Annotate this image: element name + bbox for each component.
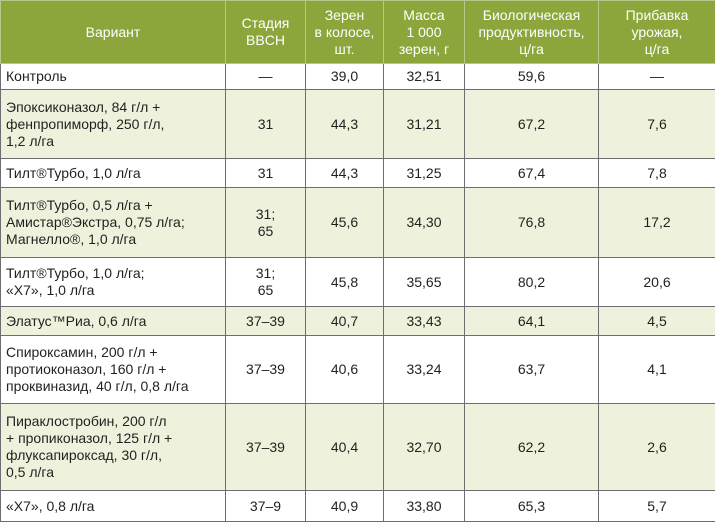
value-cell: 33,43 [384, 307, 465, 336]
value-cell: 40,6 [306, 336, 384, 404]
header-cell: Зерен в колосе, шт. [306, 1, 384, 64]
value-cell: 7,8 [599, 159, 715, 188]
value-cell: 40,9 [306, 491, 384, 522]
value-cell: 7,6 [599, 90, 715, 159]
value-cell: 31; 65 [226, 258, 306, 307]
value-cell: — [599, 64, 715, 90]
variant-cell: Спироксамин, 200 г/л + протиоконазол, 16… [1, 336, 226, 404]
value-cell: 67,2 [465, 90, 599, 159]
value-cell: 64,1 [465, 307, 599, 336]
value-cell: 31 [226, 90, 306, 159]
table-row: Спироксамин, 200 г/л + протиоконазол, 16… [1, 336, 715, 404]
value-cell: 65,3 [465, 491, 599, 522]
value-cell: — [226, 64, 306, 90]
header-cell: Прибавка урожая, ц/га [599, 1, 715, 64]
header-cell: Масса 1 000 зерен, г [384, 1, 465, 64]
value-cell: 45,8 [306, 258, 384, 307]
value-cell: 76,8 [465, 188, 599, 258]
header-cell: Биологическая продуктивность, ц/га [465, 1, 599, 64]
value-cell: 40,7 [306, 307, 384, 336]
header-cell: Вариант [1, 1, 226, 64]
value-cell: 44,3 [306, 159, 384, 188]
value-cell: 35,65 [384, 258, 465, 307]
value-cell: 4,5 [599, 307, 715, 336]
table-row: Пираклостробин, 200 г/л + пропиконазол, … [1, 404, 715, 491]
variant-cell: Элатус™Риа, 0,6 л/га [1, 307, 226, 336]
variant-cell: «Х7», 0,8 л/га [1, 491, 226, 522]
value-cell: 62,2 [465, 404, 599, 491]
table-row: Тилт®Турбо, 0,5 л/га + Амистар®Экстра, 0… [1, 188, 715, 258]
value-cell: 4,1 [599, 336, 715, 404]
value-cell: 37–9 [226, 491, 306, 522]
value-cell: 31,21 [384, 90, 465, 159]
value-cell: 32,51 [384, 64, 465, 90]
variant-cell: Тилт®Турбо, 1,0 л/га; «Х7», 1,0 л/га [1, 258, 226, 307]
header-cell: Стадия BBCH [226, 1, 306, 64]
value-cell: 59,6 [465, 64, 599, 90]
value-cell: 63,7 [465, 336, 599, 404]
variant-cell: Тилт®Турбо, 0,5 л/га + Амистар®Экстра, 0… [1, 188, 226, 258]
variant-cell: Эпоксиконазол, 84 г/л + фенпропиморф, 25… [1, 90, 226, 159]
value-cell: 31; 65 [226, 188, 306, 258]
variant-cell: Контроль [1, 64, 226, 90]
value-cell: 31 [226, 159, 306, 188]
value-cell: 45,6 [306, 188, 384, 258]
value-cell: 37–39 [226, 404, 306, 491]
value-cell: 44,3 [306, 90, 384, 159]
value-cell: 20,6 [599, 258, 715, 307]
value-cell: 2,6 [599, 404, 715, 491]
value-cell: 37–39 [226, 307, 306, 336]
value-cell: 39,0 [306, 64, 384, 90]
value-cell: 80,2 [465, 258, 599, 307]
value-cell: 34,30 [384, 188, 465, 258]
value-cell: 32,70 [384, 404, 465, 491]
variant-cell: Пираклостробин, 200 г/л + пропиконазол, … [1, 404, 226, 491]
value-cell: 67,4 [465, 159, 599, 188]
value-cell: 37–39 [226, 336, 306, 404]
value-cell: 40,4 [306, 404, 384, 491]
value-cell: 17,2 [599, 188, 715, 258]
value-cell: 33,24 [384, 336, 465, 404]
value-cell: 5,7 [599, 491, 715, 522]
value-cell: 31,25 [384, 159, 465, 188]
value-cell: 33,80 [384, 491, 465, 522]
table-row: Эпоксиконазол, 84 г/л + фенпропиморф, 25… [1, 90, 715, 159]
variant-cell: Тилт®Турбо, 1,0 л/га [1, 159, 226, 188]
